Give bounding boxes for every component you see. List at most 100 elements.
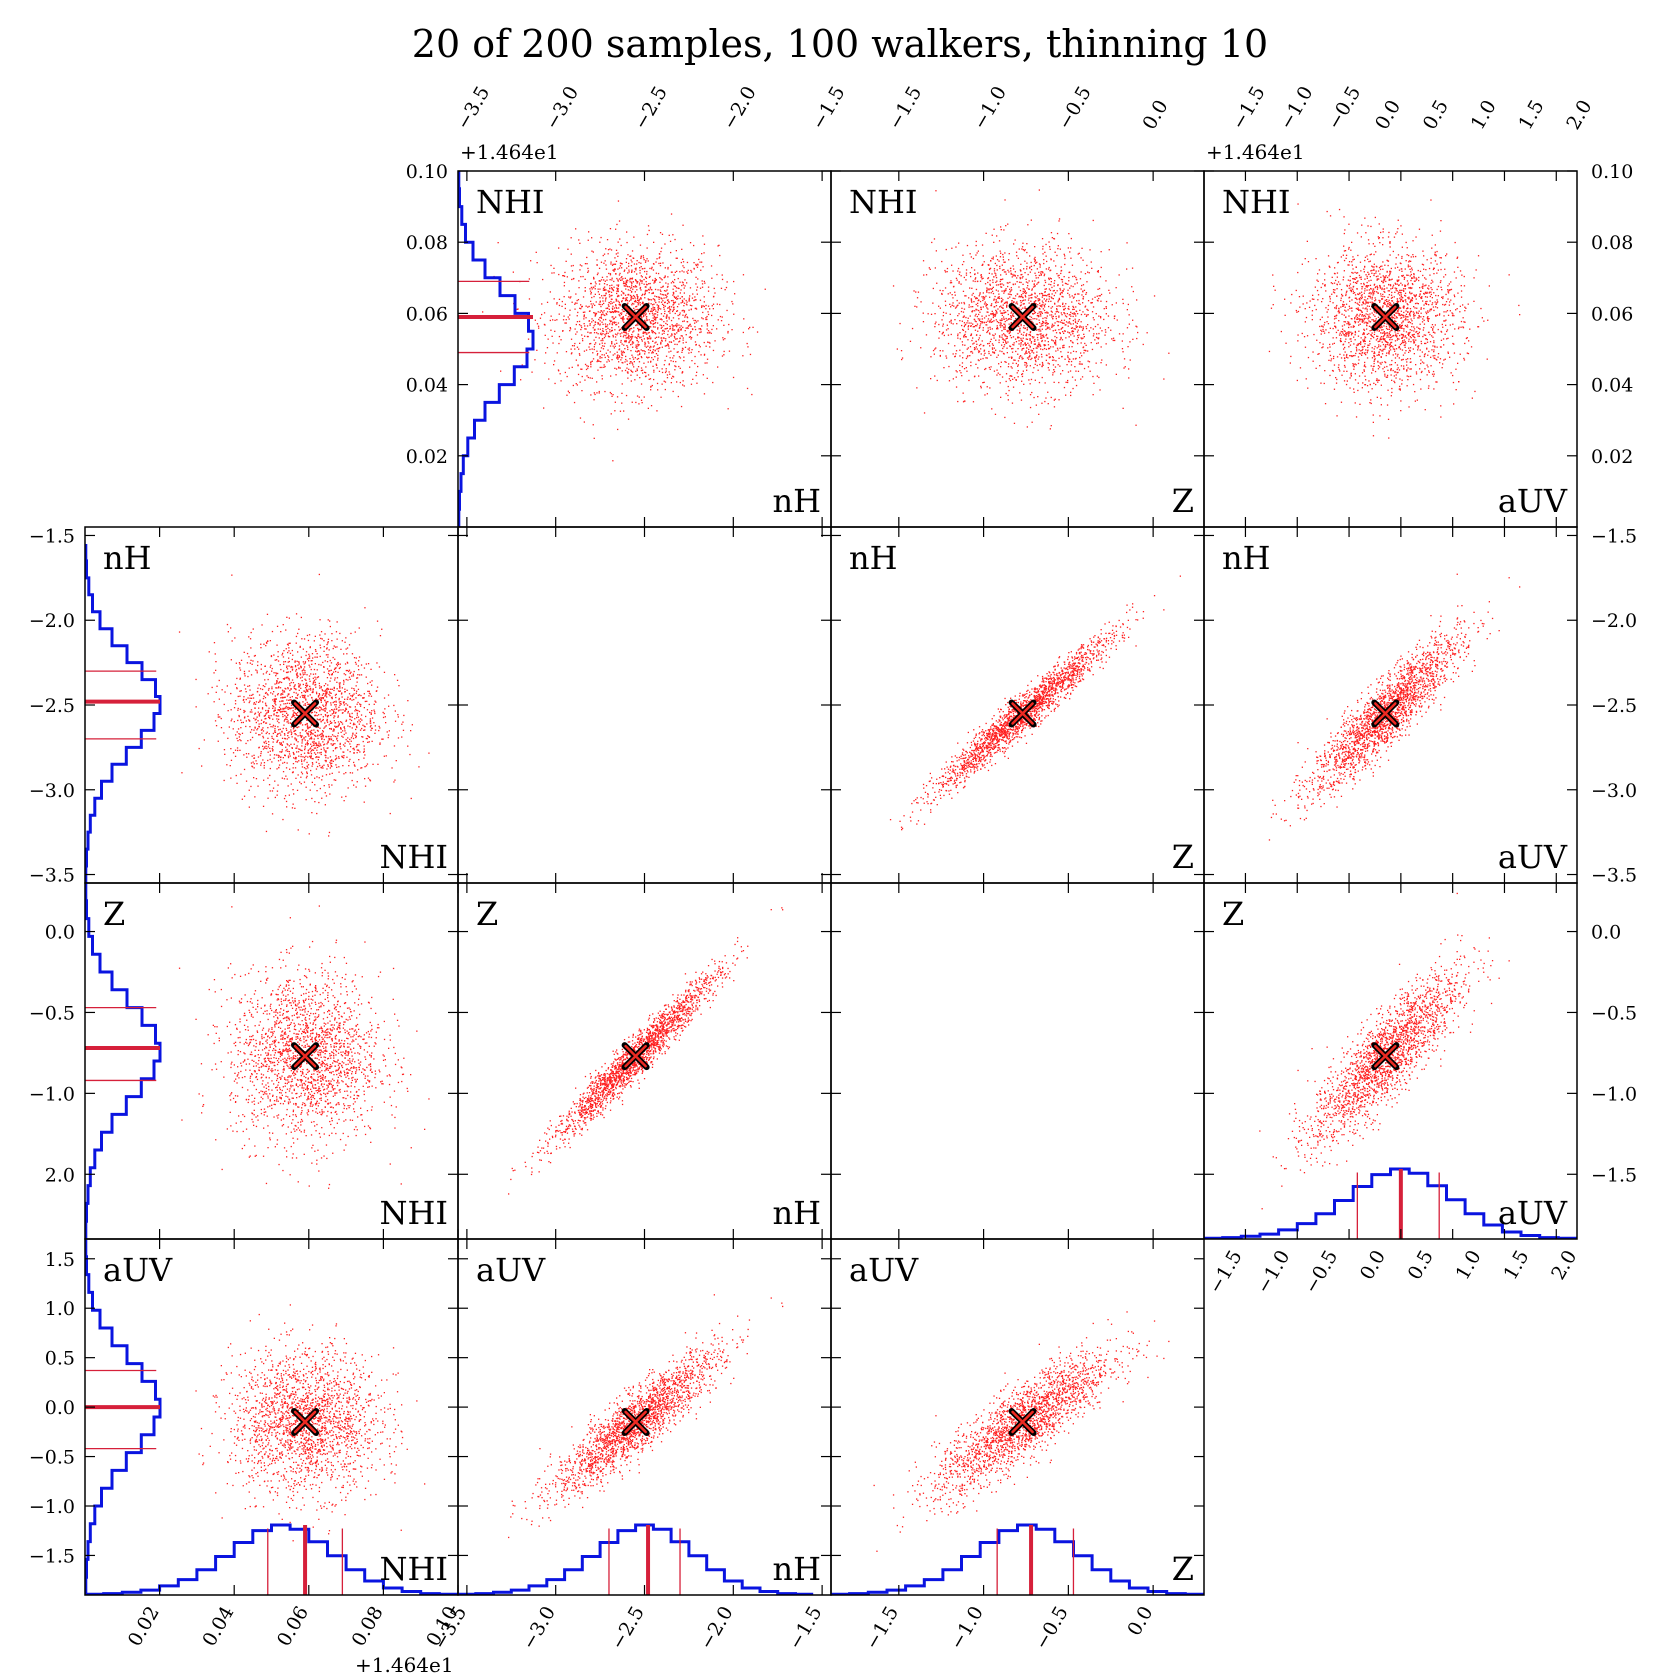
scatter-point bbox=[583, 318, 585, 320]
scatter-point bbox=[963, 308, 966, 310]
scatter-point bbox=[1042, 363, 1044, 365]
scatter-point bbox=[1063, 346, 1065, 349]
scatter-point bbox=[1052, 290, 1054, 292]
scatter-point bbox=[630, 316, 632, 318]
scatter-point bbox=[1052, 325, 1054, 327]
scatter-point bbox=[1450, 288, 1453, 291]
scatter-point bbox=[618, 361, 620, 363]
scatter-point bbox=[1011, 302, 1013, 304]
scatter-point bbox=[1423, 268, 1425, 270]
scatter-point bbox=[988, 321, 991, 323]
scatter-point bbox=[962, 344, 964, 346]
scatter-point bbox=[1034, 357, 1036, 359]
scatter-point bbox=[600, 361, 602, 363]
scatter-point bbox=[971, 350, 973, 353]
scatter-point bbox=[706, 362, 708, 364]
scatter-point bbox=[558, 342, 560, 345]
scatter-point bbox=[1135, 325, 1137, 327]
scatter-point bbox=[1348, 326, 1350, 329]
scatter-point bbox=[666, 286, 669, 288]
scatter-point bbox=[1096, 333, 1098, 335]
scatter-point bbox=[967, 326, 969, 328]
scatter-point bbox=[669, 373, 671, 375]
scatter-point bbox=[670, 213, 673, 215]
scatter-point bbox=[712, 296, 715, 298]
scatter-point bbox=[970, 334, 972, 337]
scatter-point bbox=[1003, 292, 1005, 294]
scatter-point bbox=[952, 323, 954, 325]
scatter-point bbox=[981, 340, 983, 342]
scatter-point bbox=[1098, 297, 1100, 300]
scatter-point bbox=[1017, 353, 1019, 355]
scatter-point bbox=[980, 308, 982, 311]
scatter-point bbox=[1022, 276, 1024, 278]
scatter-point bbox=[1409, 329, 1411, 331]
scatter-point bbox=[626, 345, 628, 347]
scatter-point bbox=[1004, 325, 1006, 327]
scatter-point bbox=[1048, 241, 1050, 243]
scatter-point bbox=[1054, 302, 1056, 304]
scatter-point bbox=[978, 327, 980, 329]
scatter-point bbox=[990, 292, 992, 294]
scatter-point bbox=[995, 281, 997, 283]
scatter-point bbox=[593, 286, 595, 289]
scatter-point bbox=[970, 351, 972, 353]
scatter-point bbox=[916, 306, 918, 308]
scatter-point bbox=[1023, 250, 1026, 252]
scatter-point bbox=[1039, 326, 1041, 328]
scatter-point bbox=[1470, 346, 1473, 348]
scatter-point bbox=[1371, 347, 1373, 349]
scatter-point bbox=[1036, 323, 1038, 325]
scatter-point bbox=[679, 281, 681, 283]
scatter-point bbox=[1044, 281, 1047, 284]
scatter-point bbox=[1396, 323, 1399, 325]
scatter-point bbox=[1070, 327, 1073, 329]
scatter-point bbox=[995, 309, 997, 312]
scatter-point bbox=[599, 355, 601, 358]
scatter-point bbox=[1432, 375, 1435, 377]
scatter-point bbox=[650, 386, 652, 388]
scatter-point bbox=[593, 348, 595, 351]
scatter-point bbox=[678, 356, 681, 358]
scatter-point bbox=[1047, 341, 1049, 343]
scatter-point bbox=[679, 381, 681, 384]
scatter-point bbox=[582, 275, 584, 278]
scatter-point bbox=[634, 299, 637, 302]
scatter-point bbox=[703, 301, 705, 303]
scatter-point bbox=[1021, 273, 1023, 276]
scatter-point bbox=[568, 296, 570, 298]
scatter-point bbox=[1423, 319, 1425, 321]
scatter-point bbox=[1011, 356, 1013, 358]
scatter-point bbox=[1082, 346, 1085, 348]
scatter-point bbox=[1038, 322, 1041, 324]
scatter-point bbox=[712, 349, 715, 352]
scatter-point bbox=[709, 308, 711, 310]
scatter-point bbox=[1019, 305, 1022, 307]
scatter-point bbox=[1042, 308, 1044, 310]
scatter-point bbox=[637, 299, 639, 301]
scatter-point bbox=[576, 384, 578, 386]
scatter-point bbox=[1043, 298, 1045, 300]
scatter-point bbox=[1390, 271, 1392, 273]
scatter-point bbox=[1368, 295, 1370, 298]
scatter-point bbox=[1076, 326, 1079, 328]
scatter-point bbox=[657, 308, 659, 310]
scatter-point bbox=[642, 255, 644, 257]
scatter-point bbox=[674, 271, 676, 273]
scatter-point bbox=[1027, 342, 1029, 344]
scatter-point bbox=[950, 333, 952, 336]
scatter-point bbox=[1082, 284, 1085, 286]
scatter-point bbox=[1002, 316, 1005, 318]
scatter-point bbox=[934, 323, 936, 325]
scatter-point bbox=[1043, 284, 1045, 287]
scatter-point bbox=[679, 271, 681, 273]
scatter-point bbox=[975, 298, 977, 300]
scatter-point bbox=[1040, 323, 1042, 325]
scatter-point bbox=[617, 255, 619, 257]
scatter-point bbox=[589, 288, 591, 290]
scatter-point bbox=[945, 312, 947, 314]
scatter-point bbox=[609, 228, 612, 230]
scatter-point bbox=[576, 315, 578, 317]
scatter-point bbox=[1299, 306, 1301, 308]
scatter-point bbox=[1014, 359, 1016, 361]
